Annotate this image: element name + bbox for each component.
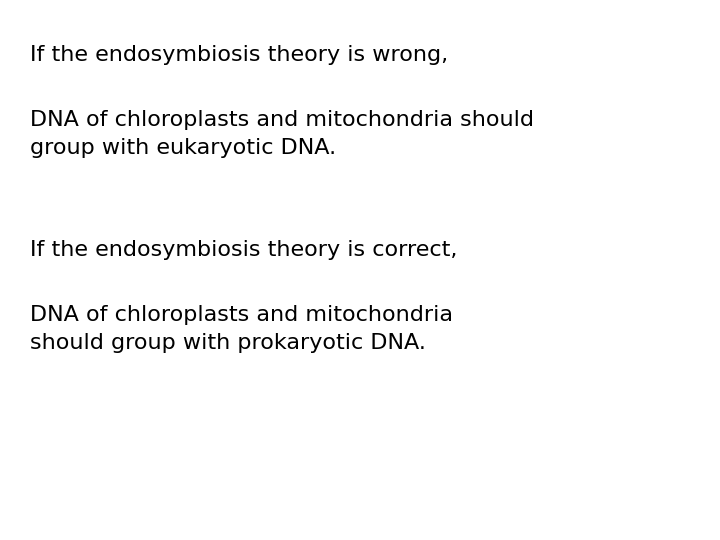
Text: If the endosymbiosis theory is wrong,: If the endosymbiosis theory is wrong, bbox=[30, 45, 448, 65]
Text: If the endosymbiosis theory is correct,: If the endosymbiosis theory is correct, bbox=[30, 240, 457, 260]
Text: DNA of chloroplasts and mitochondria
should group with prokaryotic DNA.: DNA of chloroplasts and mitochondria sho… bbox=[30, 305, 453, 353]
Text: DNA of chloroplasts and mitochondria should
group with eukaryotic DNA.: DNA of chloroplasts and mitochondria sho… bbox=[30, 110, 534, 158]
